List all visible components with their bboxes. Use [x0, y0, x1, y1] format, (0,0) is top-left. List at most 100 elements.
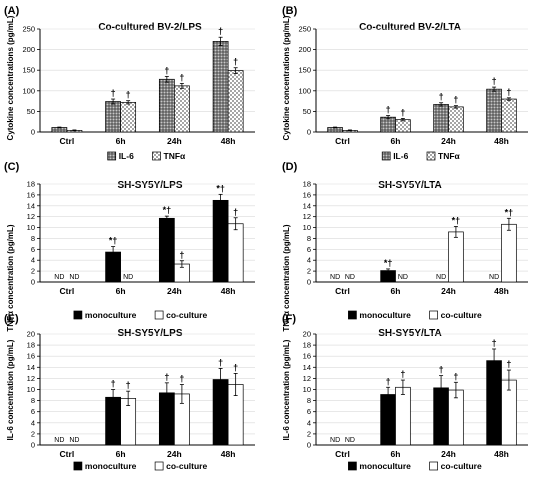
y-tick-label: 8 — [307, 234, 311, 243]
x-tick-label: 6h — [116, 286, 126, 296]
x-tick-label: 48h — [494, 136, 509, 146]
bar — [486, 88, 502, 133]
bar — [448, 389, 464, 446]
significance-mark: † — [179, 374, 184, 384]
significance-mark: † — [386, 105, 391, 115]
y-tick-label: 4 — [307, 418, 311, 427]
y-tick-label: 14 — [27, 363, 35, 372]
x-tick-label: Ctrl — [60, 136, 75, 146]
y-tick-label: 6 — [307, 245, 311, 254]
bar — [486, 360, 502, 446]
y-tick-label: 50 — [27, 107, 35, 116]
panel-letter: (A) — [4, 5, 20, 17]
y-tick-label: 12 — [27, 212, 35, 221]
legend-label: co-culture — [441, 310, 482, 320]
y-tick-label: 200 — [22, 45, 35, 54]
y-tick-label: 16 — [303, 352, 311, 361]
bar — [212, 199, 229, 283]
legend-label: monoculture — [359, 310, 411, 320]
significance-mark: † — [111, 88, 116, 98]
x-tick-label: Ctrl — [335, 286, 350, 296]
y-tick-label: 250 — [22, 25, 35, 34]
legend-swatch — [381, 151, 391, 161]
y-tick-label: 16 — [27, 352, 35, 361]
y-tick-label: 20 — [27, 330, 35, 339]
chart-title: SH-SY5Y/LPS — [117, 180, 182, 191]
significance-mark: *† — [505, 207, 514, 217]
significance-mark: † — [164, 65, 169, 75]
chart-title: SH-SY5Y/LTA — [378, 328, 442, 339]
bar — [448, 231, 464, 283]
significance-mark: *† — [109, 236, 118, 246]
bar — [120, 101, 137, 133]
significance-mark: † — [439, 92, 444, 102]
y-tick-label: 150 — [22, 66, 35, 75]
significance-mark: † — [233, 57, 238, 67]
y-axis-label: IL-6 concentration (pg/mL) — [6, 339, 15, 440]
x-tick-label: Ctrl — [335, 136, 350, 146]
legend-label: TNFα — [438, 151, 461, 161]
nd-label: ND — [398, 274, 408, 281]
significance-mark: † — [506, 87, 511, 97]
significance-mark: † — [111, 379, 116, 389]
nd-label: ND — [436, 274, 446, 281]
y-tick-label: 6 — [307, 407, 311, 416]
y-tick-label: 18 — [303, 180, 311, 189]
nd-label: ND — [330, 274, 340, 281]
bar — [227, 70, 244, 133]
legend-label: IL-6 — [119, 151, 134, 161]
legend-label: co-culture — [166, 461, 207, 471]
y-tick-label: 100 — [298, 86, 311, 95]
y-tick-label: 14 — [27, 201, 35, 210]
legend-swatch — [429, 310, 438, 320]
bar — [174, 85, 190, 133]
legend-swatch — [73, 461, 83, 471]
y-tick-label: 16 — [27, 190, 35, 199]
x-tick-label: Ctrl — [60, 286, 75, 296]
bar — [395, 386, 411, 446]
significance-mark: † — [218, 357, 223, 367]
y-tick-label: 8 — [31, 396, 35, 405]
bar — [380, 116, 396, 133]
significance-mark: † — [233, 362, 238, 372]
y-axis-label: IL-6 concentration (pg/mL) — [282, 339, 291, 440]
y-tick-label: 10 — [303, 223, 311, 232]
x-tick-label: Ctrl — [60, 449, 75, 459]
y-tick-label: 14 — [303, 201, 311, 210]
significance-mark: † — [218, 26, 223, 36]
y-tick-label: 0 — [307, 278, 311, 287]
legend-swatch — [152, 151, 161, 161]
significance-mark: † — [126, 380, 131, 390]
chart-title: SH-SY5Y/LPS — [117, 328, 182, 339]
legend: IL-6 TNFα — [107, 151, 187, 161]
y-tick-label: 12 — [303, 374, 311, 383]
x-tick-label: 6h — [116, 136, 126, 146]
nd-label: ND — [123, 274, 133, 281]
bar — [433, 104, 449, 133]
significance-mark: † — [400, 369, 405, 379]
x-tick-label: 48h — [494, 449, 509, 459]
bar — [158, 217, 175, 283]
y-axis-label: Cytokine concentrations (pg/mL) — [6, 15, 15, 140]
x-tick-label: 6h — [116, 449, 126, 459]
y-tick-label: 18 — [303, 341, 311, 350]
panel-letter: (B) — [282, 5, 298, 17]
bar — [212, 41, 229, 133]
significance-mark: † — [453, 371, 458, 381]
legend-label: co-culture — [441, 461, 482, 471]
significance-mark: *† — [452, 215, 461, 225]
y-tick-label: 0 — [31, 278, 35, 287]
y-axis-label: TNFα concentration (pg/mL) — [6, 224, 15, 331]
legend-label: TNFα — [164, 151, 187, 161]
chart-panel-4: (D) SH-SY5Y/LTA TNFα concentration (pg/mL)… — [282, 161, 528, 332]
bar — [105, 101, 121, 133]
significance-mark: *† — [384, 258, 393, 268]
nd-label: ND — [69, 274, 79, 281]
significance-mark: † — [400, 107, 405, 117]
panel-letter: (D) — [282, 161, 298, 173]
y-tick-label: 16 — [303, 190, 311, 199]
significance-mark: † — [439, 365, 444, 375]
y-tick-label: 4 — [31, 256, 35, 265]
x-tick-label: 48h — [221, 136, 236, 146]
